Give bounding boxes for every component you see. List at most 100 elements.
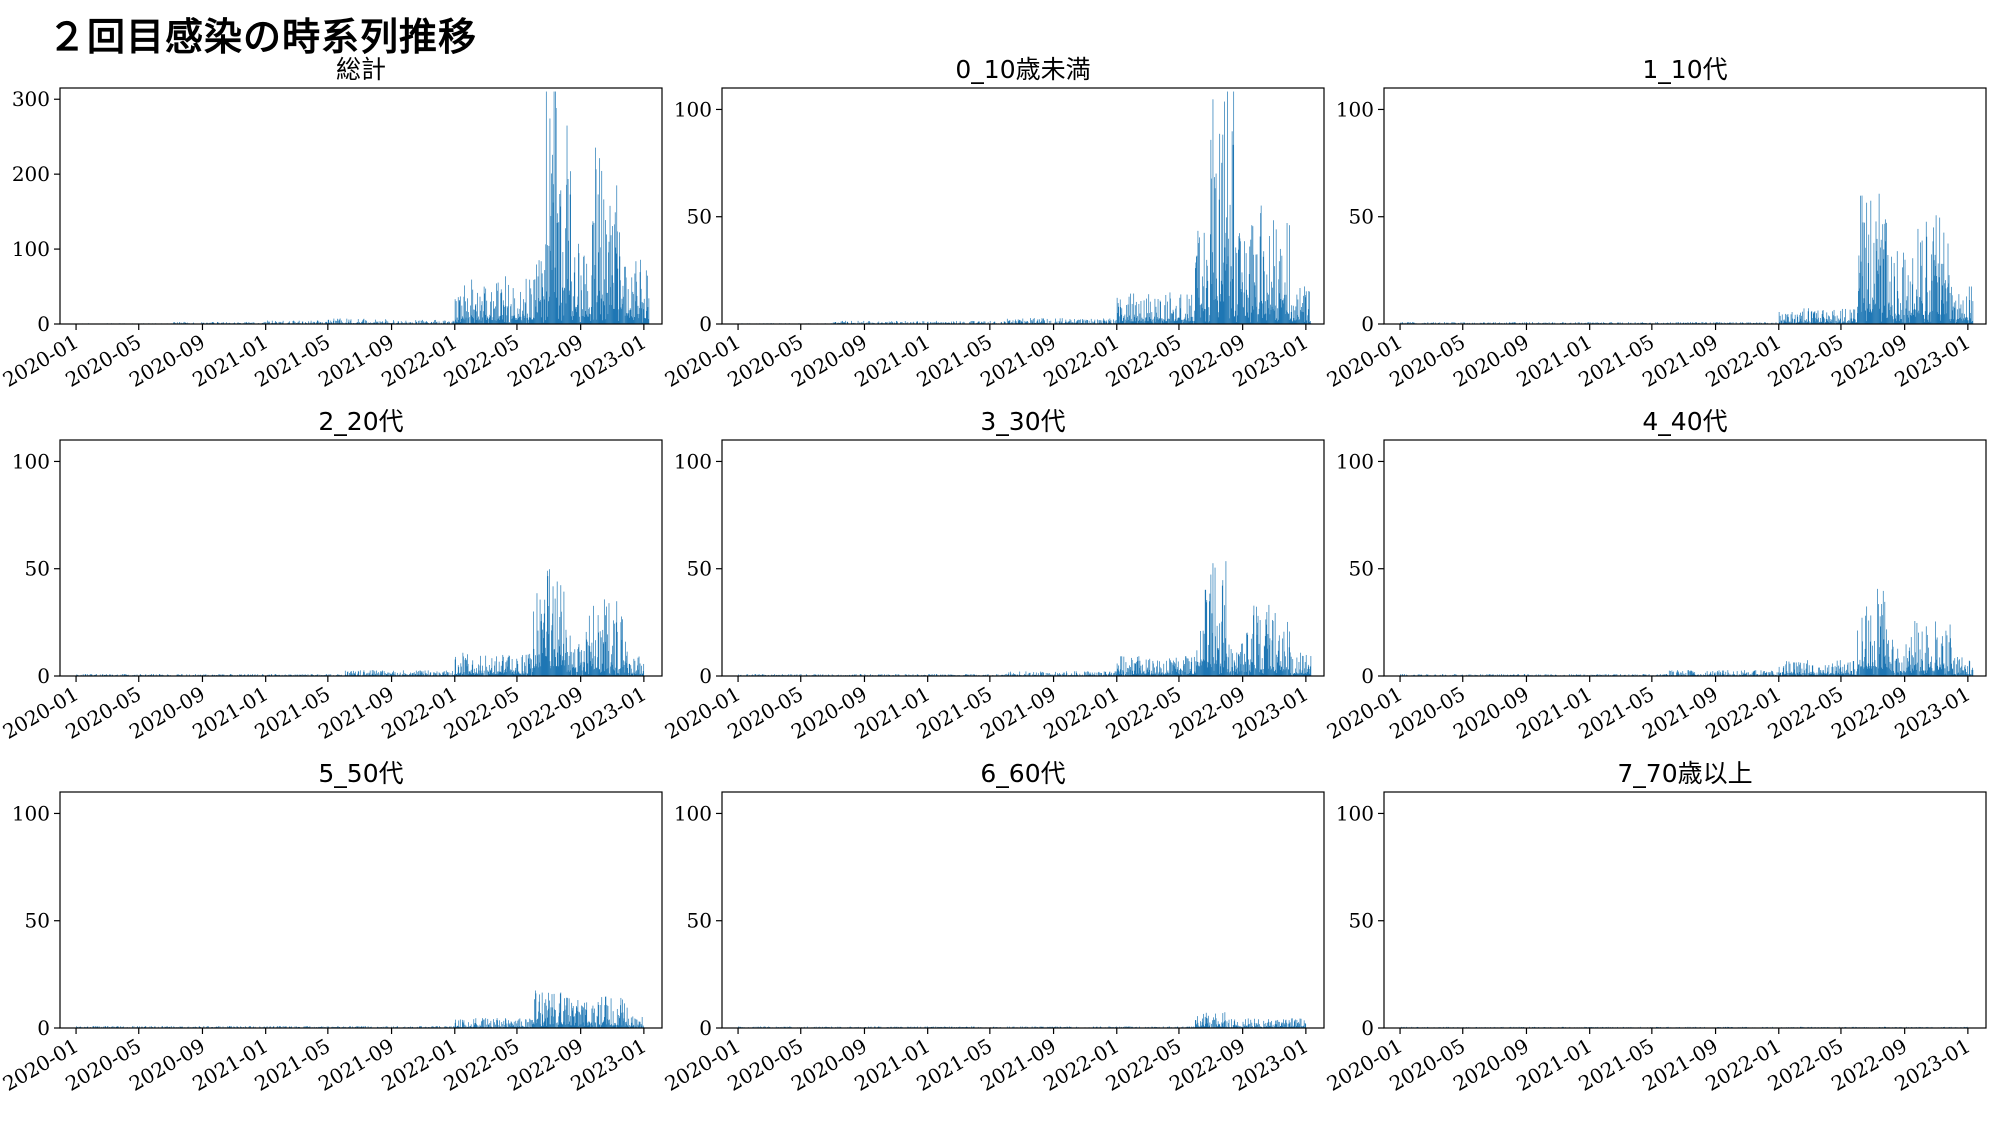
bar xyxy=(153,674,154,676)
bar xyxy=(1677,673,1679,676)
bar xyxy=(470,305,472,324)
bar xyxy=(1293,673,1295,676)
bar xyxy=(1305,295,1307,324)
bar xyxy=(1851,312,1852,324)
bar xyxy=(1409,322,1411,324)
bar xyxy=(1212,99,1214,324)
bar xyxy=(1130,667,1131,676)
bar xyxy=(304,674,305,676)
bar xyxy=(1941,300,1943,324)
bar xyxy=(1545,674,1547,676)
bar xyxy=(1119,316,1121,324)
bar xyxy=(1177,317,1179,324)
bar xyxy=(572,311,574,324)
bar xyxy=(1218,312,1220,324)
bar xyxy=(1157,299,1159,324)
bar xyxy=(603,599,605,676)
bar xyxy=(1308,291,1310,324)
bar xyxy=(1263,645,1265,676)
bar xyxy=(1588,322,1589,324)
bar xyxy=(145,674,147,676)
bar xyxy=(1305,291,1307,324)
bar xyxy=(1155,672,1157,676)
bar xyxy=(605,641,607,676)
bar xyxy=(1951,295,1953,324)
bar xyxy=(1059,673,1060,676)
bar xyxy=(1270,309,1272,324)
bar xyxy=(476,668,477,676)
bar-series xyxy=(76,91,650,325)
bar xyxy=(1099,320,1101,324)
bar xyxy=(1707,674,1708,676)
y-tick-label: 50 xyxy=(687,557,712,581)
bar xyxy=(1928,314,1930,324)
bar xyxy=(897,322,898,324)
bar xyxy=(325,322,327,324)
bar xyxy=(931,674,933,676)
bar xyxy=(1729,322,1731,324)
bar xyxy=(498,318,499,324)
bar xyxy=(591,666,592,676)
bar xyxy=(305,322,306,324)
bar xyxy=(488,671,490,676)
bar xyxy=(1882,224,1884,324)
bar xyxy=(1119,299,1121,324)
bar xyxy=(456,674,458,676)
bar xyxy=(1021,321,1023,324)
bar xyxy=(507,307,508,324)
bar xyxy=(1006,318,1008,324)
bar xyxy=(898,674,899,676)
bar xyxy=(1063,672,1065,676)
bar xyxy=(588,307,590,324)
bar xyxy=(377,673,378,676)
bar xyxy=(805,674,807,676)
bar xyxy=(1166,674,1168,676)
bar xyxy=(219,674,220,676)
bar xyxy=(1733,674,1735,676)
bar xyxy=(857,320,859,324)
bar xyxy=(1904,259,1906,324)
bar xyxy=(548,634,550,676)
bar xyxy=(498,661,500,676)
bar xyxy=(1280,298,1282,324)
bar xyxy=(1802,311,1803,324)
bar xyxy=(1176,321,1178,324)
bar xyxy=(460,318,462,324)
bar xyxy=(457,297,459,324)
bar xyxy=(404,322,406,324)
bar xyxy=(900,322,901,324)
bar xyxy=(1682,671,1684,676)
bar xyxy=(1538,322,1540,324)
bar xyxy=(545,91,547,324)
bar xyxy=(1198,666,1200,676)
bar xyxy=(1148,313,1150,324)
bar xyxy=(1676,322,1678,324)
bar xyxy=(1018,321,1020,324)
bar xyxy=(109,674,110,676)
bar xyxy=(1290,311,1292,324)
bar xyxy=(483,670,485,676)
bar xyxy=(1417,674,1419,676)
bar xyxy=(565,652,566,676)
bar xyxy=(1636,674,1638,676)
bar xyxy=(1302,303,1303,324)
bar xyxy=(1970,312,1972,324)
bar xyxy=(1264,636,1266,676)
bar xyxy=(415,320,417,324)
bar xyxy=(326,674,327,676)
bar xyxy=(615,622,617,676)
bar xyxy=(556,581,558,676)
bar xyxy=(205,674,206,676)
bar xyxy=(1874,283,1875,324)
bar xyxy=(1133,316,1135,324)
bar xyxy=(543,622,545,676)
bar xyxy=(1452,322,1454,324)
bar xyxy=(1890,314,1891,324)
bar xyxy=(253,322,255,324)
bar xyxy=(1288,669,1289,676)
bar xyxy=(293,320,295,324)
bar xyxy=(541,273,543,324)
bar xyxy=(501,672,503,676)
bar xyxy=(516,319,518,324)
bar xyxy=(1147,672,1149,676)
